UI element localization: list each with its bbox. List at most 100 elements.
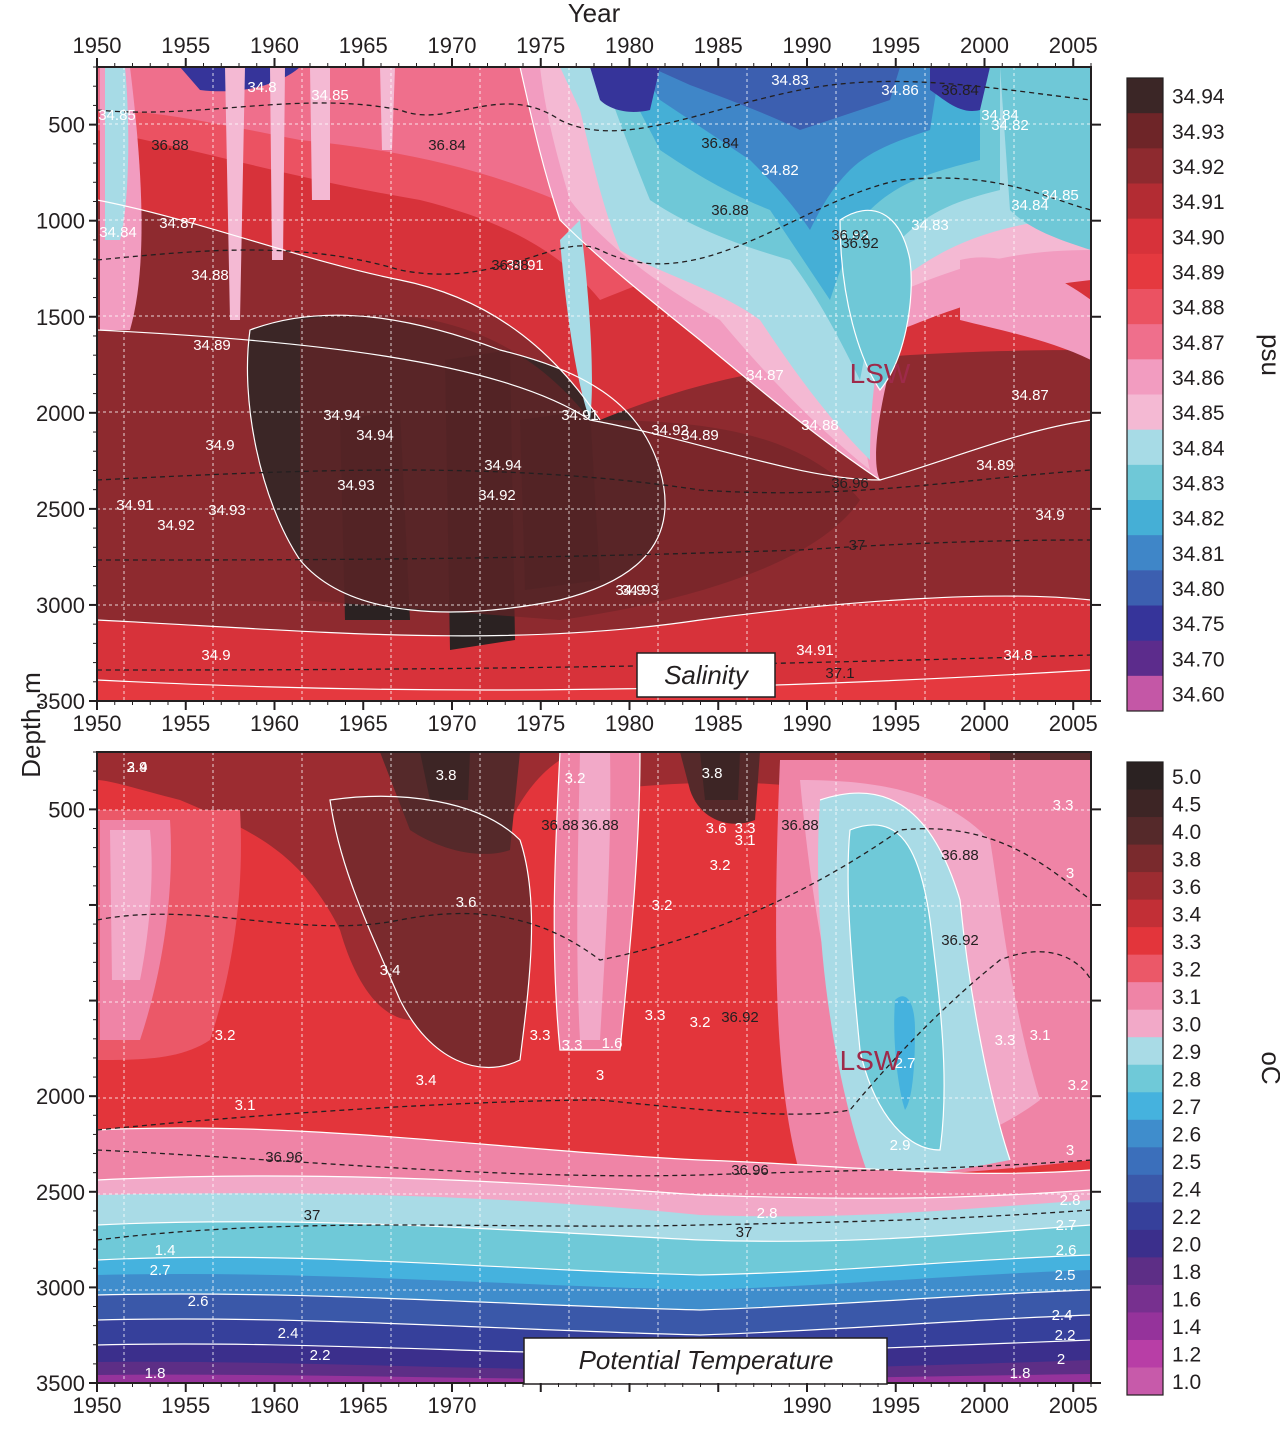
- depth-axis-title: Depth, m: [16, 672, 46, 778]
- colorbar-swatch: [1127, 927, 1163, 956]
- x-tick-label: 2000: [960, 1393, 1009, 1418]
- contour-label: 3.1: [1030, 1027, 1051, 1044]
- contour-label: 2.7: [150, 1262, 171, 1279]
- y-tick-label: 500: [48, 113, 85, 138]
- contour-label: 36.88: [491, 257, 529, 274]
- contour-label: 2.8: [757, 1205, 778, 1222]
- salinity-lsw-core: [840, 210, 912, 390]
- contour-label: 34.8: [1003, 647, 1032, 664]
- x-tick-label: 1985: [694, 33, 743, 58]
- contour-label: 36.96: [265, 1149, 303, 1166]
- contour-label: 3.3: [995, 1032, 1016, 1049]
- contour-label: 34.9: [205, 437, 234, 454]
- contour-label: 36.88: [541, 817, 579, 834]
- x-tick-label: 1950: [73, 711, 122, 736]
- x-tick-label: 2005: [1049, 33, 1098, 58]
- x-tick-label: 1990: [783, 1393, 832, 1418]
- x-tick-label: 1965: [339, 1393, 388, 1418]
- colorbar-swatch: [1127, 535, 1163, 571]
- colorbar-label: 34.89: [1172, 261, 1225, 284]
- contour-label: 3.3: [645, 1007, 666, 1024]
- contour-label: 3.2: [215, 1027, 236, 1044]
- contour-label: 36.88: [781, 817, 819, 834]
- temp-title: Potential Temperature: [579, 1345, 834, 1375]
- contour-label: 34.8: [247, 79, 276, 96]
- colorbar-frame: [1126, 77, 1164, 712]
- salinity-field-deep: [97, 596, 1091, 701]
- x-tick-label: 2000: [960, 33, 1009, 58]
- colorbar-swatch: [1127, 359, 1163, 395]
- x-tick-label: 1980: [605, 33, 654, 58]
- colorbar-swatch: [1127, 1009, 1163, 1038]
- colorbar-swatch: [1127, 1147, 1163, 1176]
- contour-label: 2.4: [278, 1325, 299, 1342]
- colorbar-label: 3.8: [1172, 848, 1201, 871]
- temp-darkest: [380, 752, 1091, 854]
- contour-label: 34.83: [771, 72, 809, 89]
- colorbar-swatch: [1127, 464, 1163, 501]
- contour-label: 3: [596, 1067, 604, 1084]
- contour-label: 34.82: [991, 117, 1029, 134]
- colorbar-label: 2.6: [1172, 1124, 1201, 1147]
- colorbar-swatch: [1127, 1064, 1163, 1093]
- colorbar-swatch: [1127, 218, 1163, 255]
- colorbar-swatch: [1127, 762, 1163, 791]
- salinity-lsw-label: LSW: [850, 358, 911, 389]
- x-tick-label: 1955: [161, 33, 210, 58]
- contour-label: 2.9: [127, 759, 148, 776]
- x-tick-label: 1985: [694, 711, 743, 736]
- y-tick-label: 2500: [36, 1180, 85, 1205]
- contour-label: 1.6: [602, 1035, 623, 1052]
- salinity-contour-labels: 34.834.8534.8434.8534.8734.8834.8934.934…: [98, 72, 1079, 682]
- colorbar-label: 34.70: [1172, 648, 1225, 671]
- colorbar-label: 4.0: [1172, 821, 1201, 844]
- y-tick-label: 3000: [36, 593, 85, 618]
- contour-label: 34.85: [98, 107, 136, 124]
- contour-label: 2.7: [1056, 1217, 1077, 1234]
- contour-label: 34.84: [981, 107, 1019, 124]
- contour-label: 3.3: [562, 1037, 583, 1054]
- x-tick-label: 1965: [339, 711, 388, 736]
- contour-label: 34.87: [1011, 387, 1049, 404]
- salinity-dashed-contours: [97, 80, 1091, 671]
- contour-label: 34.87: [159, 215, 197, 232]
- colorbar-label: 34.82: [1172, 508, 1225, 531]
- contour-label: 34.83: [911, 217, 949, 234]
- y-tick-label: 3000: [36, 1275, 85, 1300]
- colorbar-swatch: [1127, 78, 1163, 114]
- colorbar-label: 34.94: [1172, 86, 1225, 109]
- contour-label: 36.84: [428, 137, 466, 154]
- year-axis-title: Year: [568, 0, 621, 28]
- x-tick-label: 1955: [161, 711, 210, 736]
- contour-label: 3.2: [1068, 1077, 1089, 1094]
- colorbar-label: 3.1: [1172, 986, 1201, 1009]
- colorbar-swatch: [1127, 1119, 1163, 1148]
- x-tick-label: 1990: [783, 711, 832, 736]
- colorbar-swatch: [1127, 324, 1163, 360]
- contour-label: 3.2: [652, 897, 673, 914]
- salinity-field-bottom: [97, 670, 1091, 701]
- contour-label: 34.91: [561, 407, 599, 424]
- x-tick-label: 1970: [428, 711, 477, 736]
- x-tick-label: 1990: [783, 33, 832, 58]
- colorbar-swatch: [1127, 817, 1163, 846]
- colorbar-label: 34.87: [1172, 332, 1225, 355]
- y-tick-label: 3500: [36, 689, 85, 714]
- contour-label: 34.93: [208, 502, 246, 519]
- contour-label: 34.93: [337, 477, 375, 494]
- colorbar-label: 34.88: [1172, 297, 1225, 320]
- contour-label: 34.84: [1011, 197, 1049, 214]
- salinity-unit: psu: [1256, 334, 1280, 376]
- x-tick-label: 1995: [871, 33, 920, 58]
- colorbar-swatch: [1127, 1339, 1163, 1368]
- colorbar-label: 2.5: [1172, 1151, 1201, 1174]
- contour-label: 3.1: [235, 1097, 256, 1114]
- colorbar-label: 2.4: [1172, 1179, 1202, 1202]
- contour-label: 36.92: [941, 932, 979, 949]
- contour-label: 34.83: [831, 227, 869, 244]
- y-tick-label: 1000: [36, 209, 85, 234]
- colorbar-swatch: [1127, 1092, 1163, 1121]
- colorbar-swatch: [1127, 640, 1163, 677]
- contour-label: 1.8: [145, 1365, 166, 1382]
